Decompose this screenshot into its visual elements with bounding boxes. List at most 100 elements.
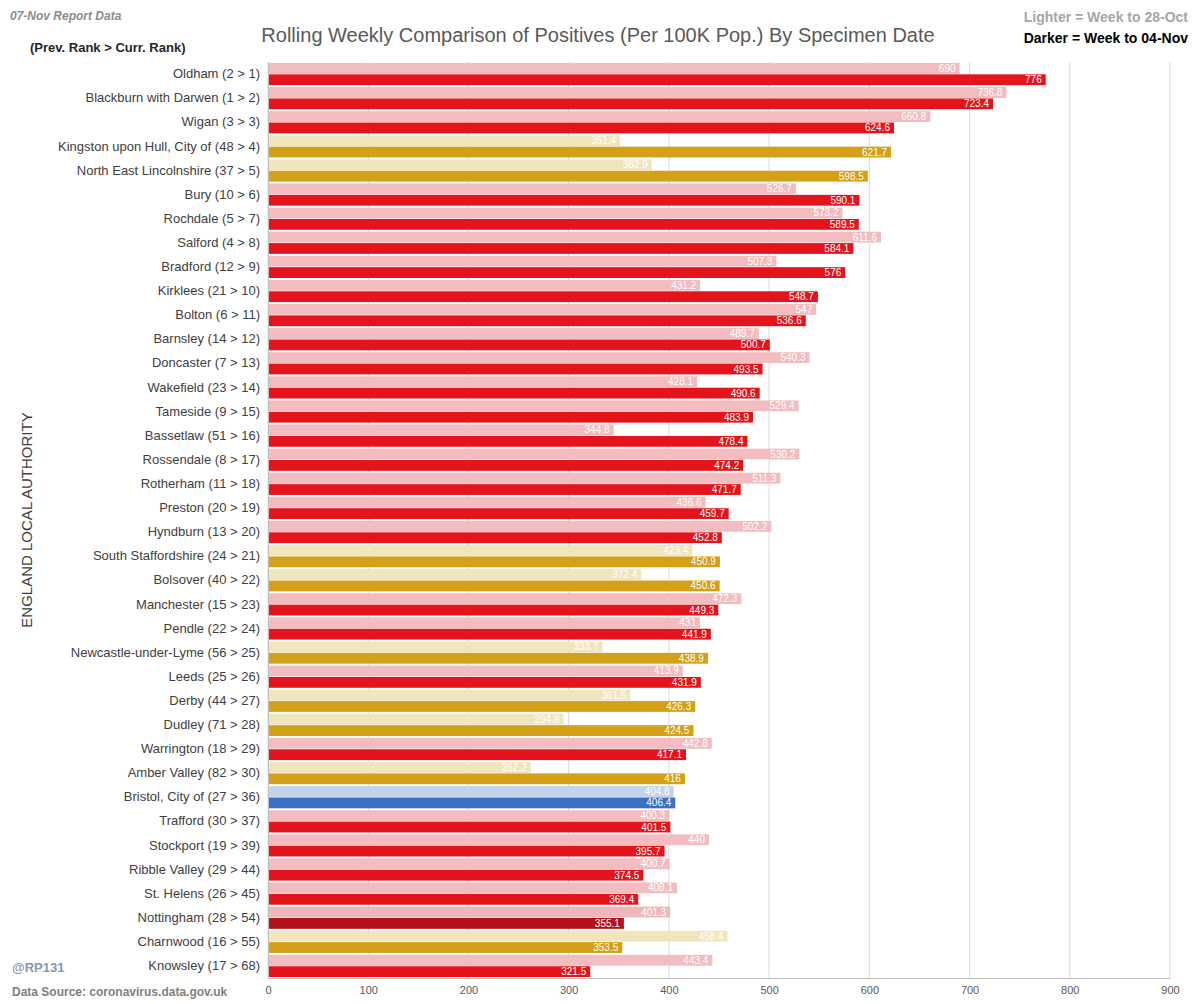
annotation: @RP131	[12, 960, 64, 975]
data-label: 423.4	[663, 545, 688, 556]
tick: Newcastle-under-Lyme (56 > 25)	[71, 645, 268, 660]
bar	[268, 690, 630, 701]
data-label: 294.8	[534, 714, 559, 725]
tick: Bolton (6 > 11)	[175, 307, 268, 322]
tick: Trafford (30 > 37)	[159, 813, 268, 828]
category-label: Pendle (22 > 24)	[164, 621, 260, 636]
tick: Bury (10 > 6)	[184, 187, 268, 202]
tick: Bolsover (40 > 22)	[153, 572, 268, 587]
legend: Lighter = Week to 28-OctDarker = Week to…	[1024, 9, 1189, 46]
bar	[268, 497, 706, 508]
tick: Rotherham (11 > 18)	[141, 476, 268, 491]
bar	[268, 135, 620, 146]
bar	[268, 74, 1046, 85]
data-label: 690	[939, 63, 956, 74]
data-label: 621.7	[862, 147, 887, 158]
category-label: Bolton (6 > 11)	[175, 307, 260, 322]
bar	[268, 63, 960, 74]
category-label: Manchester (15 > 23)	[136, 597, 260, 612]
tick: 300	[560, 978, 578, 996]
bar	[268, 425, 614, 436]
data-label: 361.5	[601, 690, 626, 701]
bar	[268, 725, 693, 736]
category-label: Charnwood (16 > 55)	[138, 934, 261, 949]
legend-entry: Lighter = Week to 28-Oct	[1024, 9, 1189, 25]
bar	[268, 883, 677, 894]
data-label: 483.9	[724, 412, 749, 423]
data-label: 351.4	[591, 135, 616, 146]
tick-label: 800	[1061, 984, 1079, 996]
data-label: 424.5	[664, 725, 689, 736]
axis-line	[268, 63, 269, 979]
data-label: 408.1	[648, 882, 673, 893]
data-label: 548.7	[789, 291, 814, 302]
data-label: 540.3	[780, 352, 805, 363]
tick: Rossendale (8 > 17)	[143, 452, 268, 467]
bar	[268, 339, 770, 350]
data-label: 333.7	[573, 641, 598, 652]
category-label: Hyndburn (13 > 20)	[148, 524, 260, 539]
bar	[268, 894, 638, 905]
data-label: 660.8	[901, 111, 926, 122]
bar	[268, 738, 712, 749]
tick-label: 400	[660, 984, 678, 996]
bar	[268, 955, 712, 966]
bar	[268, 256, 776, 267]
data-label: 404.8	[645, 786, 670, 797]
plot-area: 690736.8660.8351.4382.9526.7573.2611.650…	[58, 62, 1180, 996]
bar	[268, 870, 643, 881]
bar	[268, 966, 590, 977]
tick: 600	[861, 978, 879, 996]
data-label: 400.3	[640, 810, 665, 821]
data-label: 321.5	[561, 966, 586, 977]
tick: 0	[265, 978, 271, 996]
category-label: Bury (10 > 6)	[184, 187, 260, 202]
x-axis: 0100200300400500600700800900	[265, 978, 1179, 996]
tick: Bassetlaw (51 > 16)	[145, 428, 268, 443]
data-label: 471.7	[712, 484, 737, 495]
category-label: St. Helens (26 > 45)	[144, 886, 260, 901]
bar	[268, 195, 859, 206]
bar	[268, 545, 692, 556]
data-label: 511.3	[752, 473, 777, 484]
tick: Barnsley (14 > 12)	[153, 331, 268, 346]
data-label: 500.7	[741, 339, 766, 350]
bar	[268, 581, 720, 592]
bar	[268, 87, 1006, 98]
bar	[268, 556, 720, 567]
tick: Ribble Valley (29 > 44)	[129, 862, 268, 877]
bar	[268, 449, 799, 460]
bar	[268, 460, 743, 471]
category-label: Bassetlaw (51 > 16)	[145, 428, 260, 443]
category-label: Nottingham (28 > 54)	[138, 910, 260, 925]
tick: Manchester (15 > 23)	[136, 597, 268, 612]
data-label: 489.7	[730, 328, 755, 339]
tick-label: 700	[961, 984, 979, 996]
tick: Blackburn with Darwen (1 > 2)	[86, 90, 269, 105]
title: Rolling Weekly Comparison of Positives (…	[261, 24, 934, 46]
grid-line	[1069, 62, 1070, 978]
category-label: Wakefield (23 > 14)	[147, 380, 260, 395]
tick: Dudley (71 > 28)	[164, 717, 268, 732]
category-label: Blackburn with Darwen (1 > 2)	[86, 90, 261, 105]
bar	[268, 858, 670, 869]
bar	[268, 232, 881, 243]
bar	[268, 749, 686, 760]
chart: 690736.8660.8351.4382.9526.7573.2611.650…	[0, 0, 1200, 1004]
bar	[268, 159, 652, 170]
data-label: 584.1	[824, 243, 849, 254]
bar	[268, 315, 806, 326]
tick: Stockport (19 > 39)	[149, 838, 268, 853]
data-label: 344.8	[585, 424, 610, 435]
series-bars	[268, 74, 1046, 977]
bar	[268, 484, 741, 495]
tick: Doncaster (7 > 13)	[152, 355, 268, 370]
tick-label: 200	[460, 984, 478, 996]
bar	[268, 352, 810, 363]
data-label: 529.4	[770, 400, 795, 411]
bar	[268, 267, 845, 278]
bar	[268, 98, 993, 109]
bar	[268, 328, 759, 339]
bar	[268, 593, 741, 604]
data-label: 401.3	[641, 907, 666, 918]
